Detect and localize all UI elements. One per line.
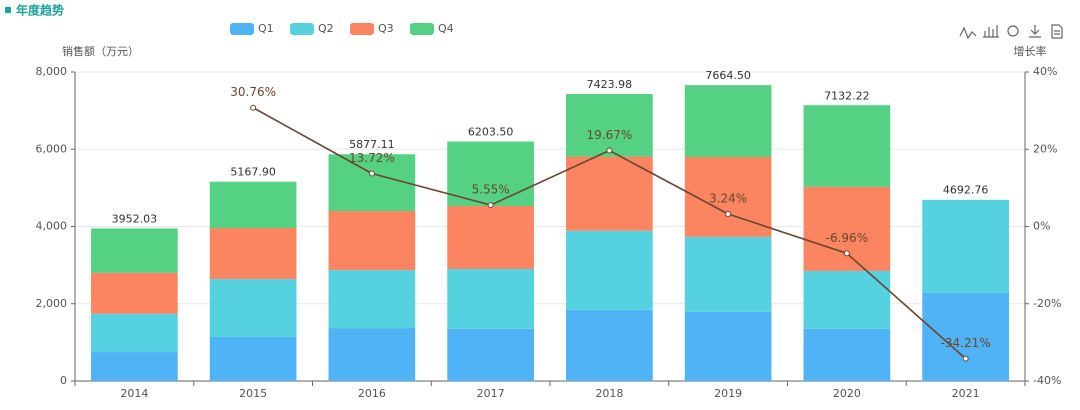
bar-segment: [209, 228, 297, 280]
toolbar: [959, 24, 1063, 40]
x-tick-label: 2017: [477, 387, 505, 400]
growth-point: [725, 210, 732, 217]
y2-tick-label: 0%: [1033, 220, 1050, 233]
bar-segment: [91, 272, 178, 314]
y-axis-label: 销售额（万元）: [62, 44, 139, 58]
legend-label: Q2: [318, 22, 334, 35]
total-label: 5167.90: [230, 165, 276, 178]
bar-segment: [922, 199, 1009, 293]
line-icon[interactable]: [959, 26, 977, 40]
total-label: 4692.76: [943, 184, 989, 197]
growth-label: 3.24%: [709, 191, 747, 205]
total-label: 6203.50: [468, 125, 514, 138]
y-tick-label: 0: [60, 374, 67, 387]
bar-segment: [328, 211, 416, 271]
x-tick-label: 2016: [358, 387, 386, 400]
bar-segment: [91, 352, 178, 381]
total-label: 5877.11: [349, 138, 395, 151]
x-tick-label: 2021: [952, 387, 980, 400]
y-tick-label: 8,000: [36, 65, 68, 78]
bar-segment: [566, 94, 653, 157]
growth-label: 13.72%: [349, 151, 395, 165]
total-label: 3952.03: [112, 212, 158, 225]
total-label: 7423.98: [587, 78, 633, 91]
bar-segment: [803, 186, 891, 271]
y-tick-label: 2,000: [36, 297, 68, 310]
y-tick-label: 4,000: [36, 220, 68, 233]
legend-label: Q4: [438, 22, 454, 35]
bar-segment: [328, 270, 416, 329]
x-tick-label: 2015: [239, 387, 267, 400]
bar-segment: [328, 328, 416, 381]
legend-label: Q3: [378, 22, 394, 35]
chart-title: 年度趋势: [16, 3, 64, 18]
bar-segment: [447, 328, 534, 381]
growth-point: [843, 250, 850, 257]
bar-segment: [803, 270, 891, 329]
total-label: 7664.50: [705, 69, 751, 82]
legend-swatch: [290, 23, 314, 35]
y2-tick-label: 40%: [1033, 65, 1057, 78]
growth-point: [962, 355, 969, 362]
title-marker: [5, 7, 11, 13]
bar-segment: [447, 141, 534, 207]
x-tick-label: 2019: [714, 387, 742, 400]
bar-segment: [566, 309, 653, 381]
data-view-icon[interactable]: [1051, 24, 1063, 39]
bar-segment: [209, 336, 297, 381]
bar-segment: [684, 311, 772, 381]
y2-tick-label: 20%: [1033, 142, 1057, 155]
growth-point: [250, 104, 257, 111]
growth-label: 19.67%: [586, 128, 632, 142]
bar-segment: [803, 105, 891, 187]
bar-segment: [209, 181, 297, 229]
bar-segment: [91, 228, 178, 273]
bar-segment: [684, 85, 772, 157]
y2-tick-label: -40%: [1033, 374, 1061, 387]
growth-point: [487, 202, 494, 209]
y2-tick-label: -20%: [1033, 297, 1061, 310]
download-icon[interactable]: [1029, 25, 1041, 38]
x-tick-label: 2014: [120, 387, 148, 400]
bar-segment: [922, 292, 1009, 381]
bar-segment: [566, 156, 653, 231]
growth-label: 30.76%: [230, 85, 276, 99]
growth-point: [606, 147, 613, 154]
x-tick-label: 2018: [595, 387, 623, 400]
legend-swatch: [350, 23, 374, 35]
bar-segment: [684, 236, 772, 312]
bar-segment: [447, 268, 534, 329]
y2-axis-label: 增长率: [1014, 44, 1047, 58]
growth-label: -6.96%: [826, 231, 868, 245]
total-label: 7132.22: [824, 90, 870, 103]
growth-point: [368, 170, 375, 177]
bar-icon[interactable]: [983, 25, 999, 38]
bar-segment: [209, 279, 297, 337]
bar-segment: [447, 206, 534, 269]
restore-icon[interactable]: [1007, 25, 1019, 37]
bar-segment: [91, 313, 178, 353]
y-tick-label: 6,000: [36, 142, 68, 155]
x-tick-label: 2020: [833, 387, 861, 400]
legend-swatch: [230, 23, 254, 35]
legend-swatch: [410, 23, 434, 35]
bar-segment: [803, 328, 891, 381]
bar-segment: [328, 154, 416, 212]
growth-label: -34.21%: [941, 336, 991, 350]
legend-label: Q1: [258, 22, 274, 35]
bar-segment: [566, 230, 653, 310]
growth-label: 5.55%: [472, 183, 510, 197]
